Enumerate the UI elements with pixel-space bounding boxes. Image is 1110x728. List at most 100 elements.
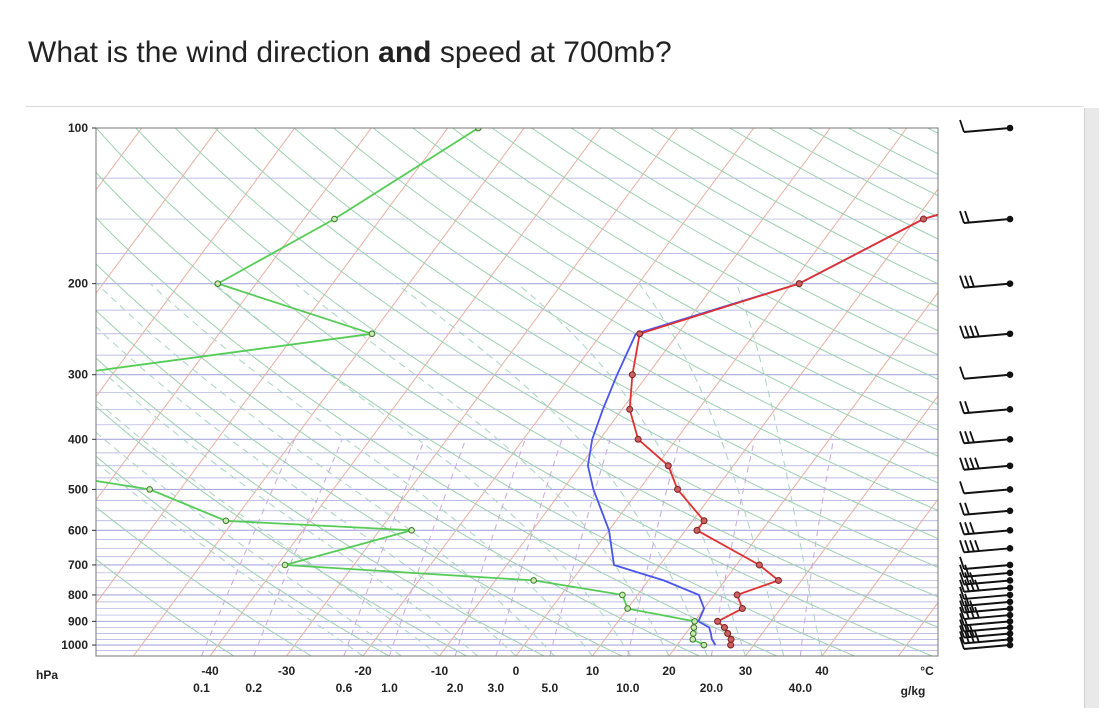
temperature-point [634,435,642,443]
temperature-point [674,485,682,493]
pressure-tick-label: 200 [68,277,88,291]
wind-barb-station-dot [1006,330,1014,338]
pressure-unit-label: hPa [36,668,58,682]
wind-barb [959,457,1014,471]
isotherm-line [96,128,449,605]
wind-barb-station-dot [1006,406,1014,413]
green-profile-point [691,618,698,625]
wind-barb-station-dot [1006,215,1014,223]
divider [26,106,1084,107]
moist-adiabat-line [96,461,364,656]
wind-barb [959,119,1014,133]
wind-barb-station-dot [1006,591,1014,599]
wind-barb-station-dot [1006,507,1014,515]
isotherm-line [592,188,938,656]
profiles [31,128,938,649]
pressure-tick-label: 800 [68,588,88,602]
temperature-tick-label: 0 [513,664,520,678]
temperature-point [628,371,636,379]
wind-barb [959,210,1014,225]
wind-barb-station-dot [1006,280,1014,287]
isotherm-line [515,128,908,656]
scrollbar[interactable] [1084,108,1099,708]
mixing-ratio-line [388,439,467,656]
green-profile-point [31,436,37,442]
temperature-point [919,215,927,223]
wind-barb [959,430,1014,445]
wind-barb [959,586,1014,600]
green-profile-point [619,591,626,599]
mixing-ratio-line [343,439,425,656]
temperature-point [700,517,708,525]
wind-barb-station-dot [1006,636,1014,643]
green-profile-point [281,561,289,569]
isotherm-line [286,128,678,656]
temperature-tick-label: 30 [739,664,753,678]
wind-barb-station-dot [1006,624,1014,631]
mixing-ratio-tick-label: 0.2 [245,681,262,695]
temperature-tick-label: 40 [815,664,829,678]
green-profile-point [408,527,415,534]
wind-barb-station-dot [1006,584,1014,592]
green-profile-point [689,636,697,643]
wind-barb [959,275,1014,289]
moist-adiabat-line [395,283,708,656]
dry-adiabat-line [293,128,938,511]
moist-adiabat-line [517,283,746,656]
moist-adiabat-line [736,283,823,656]
wind-barb-station-dot [1006,435,1014,443]
temperature-point [626,405,634,413]
wind-barb-station-dot [1006,527,1014,534]
isotherm-line [96,128,296,398]
dry-adiabat-line [96,558,235,656]
mixing-ratio-tick-label: 40.0 [789,681,813,695]
green-profile-point [689,630,697,637]
question-part-1: What is the wind direction [28,36,379,69]
temperature-point [636,330,644,338]
pressure-tick-label: 300 [68,368,88,382]
mixing-ratio-line [495,439,563,656]
mixing-ratio-tick-label: 5.0 [541,681,558,695]
isotherm-line [133,128,525,656]
temperature-point [664,462,672,470]
wind-barb-station-dot [1006,486,1014,493]
wind-barb [959,579,1014,593]
temperature-point [720,624,728,632]
dry-adiabat-line [927,128,938,134]
pressure-tick-label: 900 [68,614,88,628]
pressure-tick-label: 1000 [61,638,88,652]
pressure-tick-label: 500 [68,482,88,496]
dry-adiabat-line [531,128,938,356]
isotherm-line [96,128,372,501]
isotherm-line [0,128,65,656]
isotherm-line [96,128,219,295]
temperature-point [693,526,701,534]
dry-adiabat-line [96,506,312,656]
mixing-ratio-tick-label: 10.0 [616,681,640,695]
mixing-ratio-line [454,439,526,656]
wind-barb [959,522,1014,536]
dry-adiabat-line [96,128,933,656]
wind-barb [959,366,1014,380]
mixing-ratio-tick-label: 20.0 [700,681,724,695]
grid-lines [0,128,938,656]
temperature-point [714,617,722,625]
dewpoint-line [586,213,938,646]
pressure-tick-label: 400 [68,432,88,446]
wind-barb-station-dot [1006,630,1014,637]
mixing-ratio-line [799,439,834,656]
question-text: What is the wind direction and speed at … [28,36,672,70]
green-profile-point [222,517,230,525]
question-emphasis: and [378,36,432,69]
green-profile-point [700,641,708,649]
dry-adiabat-line [96,309,623,656]
temperature-point [727,635,735,643]
wind-barb-station-dot [1006,545,1014,552]
wind-barb [959,613,1014,627]
wind-barbs [959,119,1014,651]
wind-barb [959,401,1014,415]
mixing-ratio-line [253,439,343,656]
wind-barb-station-dot [1006,561,1014,569]
green-profile-point [368,330,376,338]
mixing-ratio-unit-label: g/kg [901,684,926,698]
